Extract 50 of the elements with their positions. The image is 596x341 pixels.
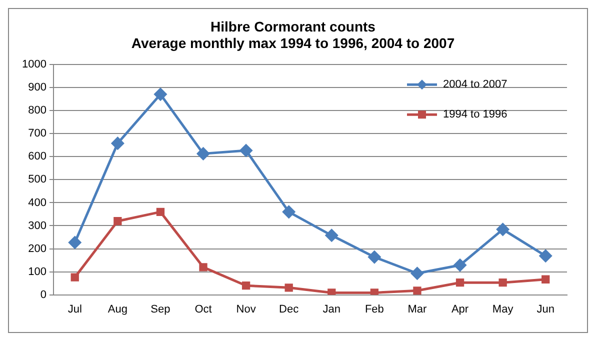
- y-tick-label: 300: [28, 220, 46, 232]
- x-tick-label: Jan: [322, 303, 341, 316]
- point: [154, 88, 167, 101]
- legend-label: 2004 to 2007: [443, 78, 508, 91]
- y-tick-label: 200: [28, 242, 46, 255]
- x-tick-label: May: [492, 303, 514, 316]
- point: [325, 229, 338, 242]
- point: [240, 144, 252, 157]
- y-tick-label: 900: [28, 82, 46, 94]
- x-tick-label: Apr: [451, 303, 469, 316]
- point: [328, 288, 336, 295]
- point: [68, 236, 82, 249]
- x-tick-label: Feb: [364, 303, 384, 316]
- x-tick-label: Sep: [150, 303, 170, 316]
- point: [368, 250, 381, 264]
- legend-label: 1994 to 1996: [443, 108, 508, 121]
- y-tick-label: 500: [28, 174, 46, 186]
- y-tick-label: 400: [28, 196, 46, 209]
- point: [282, 206, 296, 218]
- point: [498, 278, 507, 287]
- y-tick-label: 700: [28, 128, 46, 140]
- point: [370, 288, 379, 295]
- x-tick-label: Jun: [536, 303, 554, 316]
- point: [199, 263, 208, 272]
- x-tick-label: Aug: [108, 303, 128, 316]
- chart-title: Hilbre Cormorant counts Average monthly max 1994 to 1996, 2004 to 2007: [131, 18, 455, 52]
- point: [111, 137, 124, 150]
- point: [70, 273, 79, 282]
- point: [156, 208, 165, 216]
- y-tick-label: 800: [28, 104, 46, 117]
- x-tick-label: Jul: [68, 303, 82, 316]
- point: [454, 258, 466, 272]
- point: [197, 147, 210, 160]
- point: [242, 282, 250, 290]
- point: [496, 223, 510, 236]
- point: [114, 217, 122, 226]
- y-tick-label: 600: [28, 150, 46, 163]
- x-tick-label: Oct: [194, 303, 212, 316]
- point: [410, 267, 424, 280]
- y-tick-label: 100: [28, 266, 46, 278]
- y-tick-label: 1000: [22, 58, 46, 71]
- point: [539, 250, 552, 262]
- point: [542, 275, 550, 284]
- x-tick-label: Mar: [408, 303, 428, 316]
- point: [413, 286, 422, 295]
- point: [284, 284, 293, 292]
- x-tick-label: Dec: [279, 303, 300, 316]
- point: [456, 278, 464, 287]
- y-tick-label: 0: [40, 288, 46, 301]
- x-tick-label: Nov: [236, 303, 256, 316]
